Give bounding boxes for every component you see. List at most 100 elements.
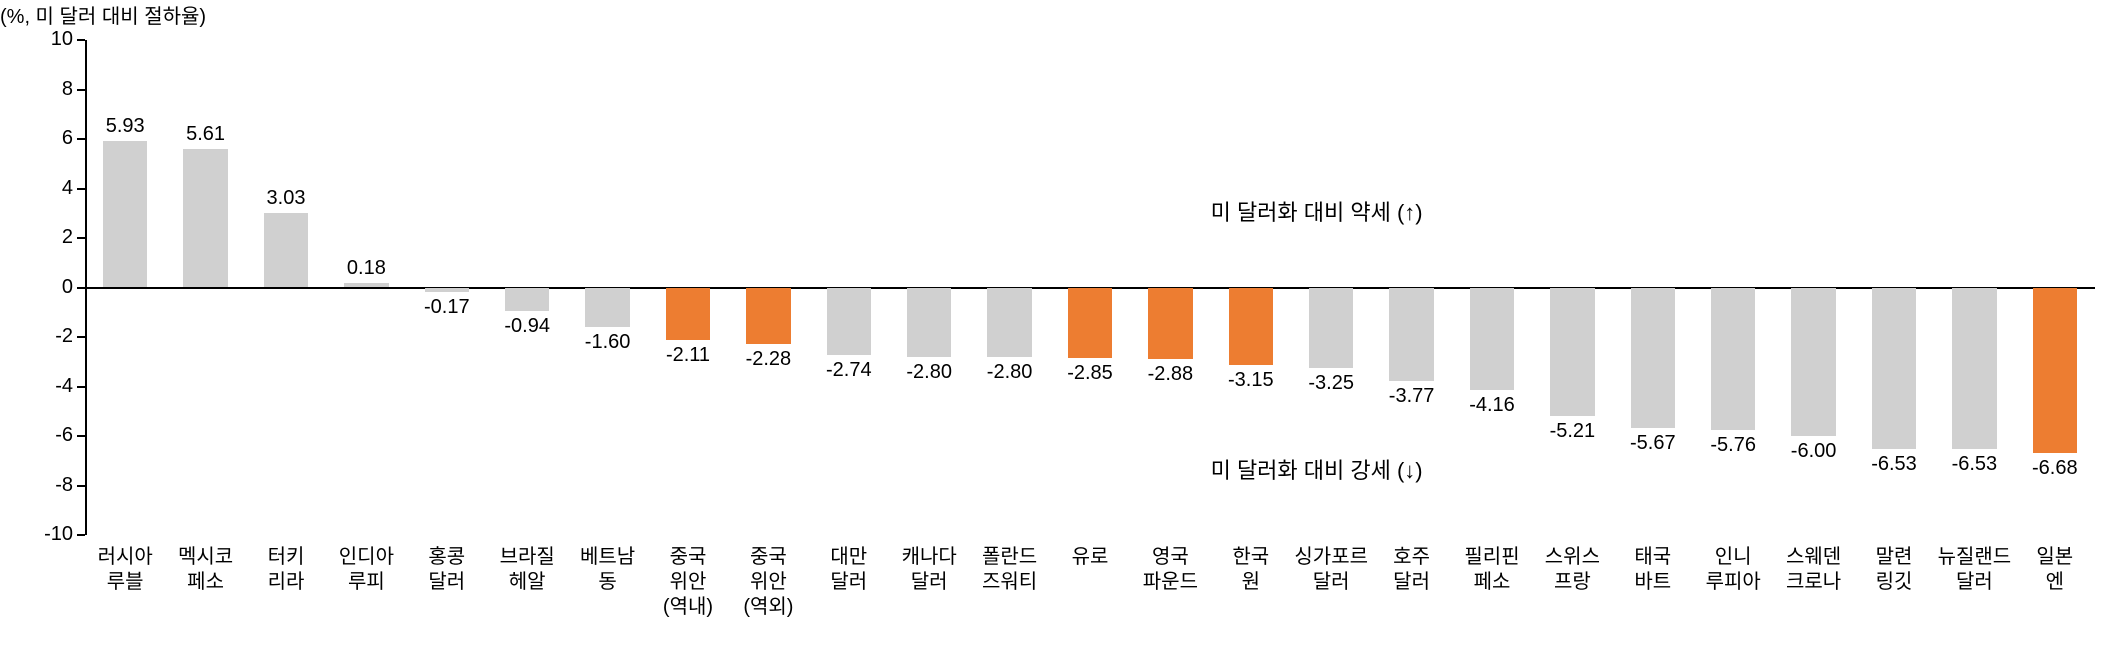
category-label: 뉴질랜드 달러 bbox=[1934, 545, 2014, 595]
bar-value-label: -2.85 bbox=[1050, 362, 1130, 385]
bar bbox=[264, 213, 308, 288]
y-tick bbox=[77, 287, 85, 289]
bar-value-label: -0.17 bbox=[407, 296, 487, 319]
category-label: 필리핀 페소 bbox=[1452, 545, 1532, 595]
bar bbox=[1631, 288, 1675, 428]
bar-value-label: -4.16 bbox=[1452, 394, 1532, 417]
category-label: 싱가포르 달러 bbox=[1291, 545, 1371, 595]
bar bbox=[1872, 288, 1916, 450]
y-tick bbox=[77, 386, 85, 388]
bar bbox=[666, 288, 710, 340]
bar-value-label: -6.53 bbox=[1934, 453, 2014, 476]
category-label: 중국 위안 (역내) bbox=[648, 545, 728, 620]
y-tick-label: -10 bbox=[44, 523, 73, 546]
category-label: 홍콩 달러 bbox=[407, 545, 487, 595]
category-label: 폴란드 즈워티 bbox=[969, 545, 1049, 595]
category-label: 인디아 루피 bbox=[326, 545, 406, 595]
bar-value-label: -2.28 bbox=[728, 348, 808, 371]
category-label: 영국 파운드 bbox=[1130, 545, 1210, 595]
bar-value-label: -6.53 bbox=[1854, 453, 1934, 476]
bar-value-label: -6.00 bbox=[1773, 440, 1853, 463]
bar-value-label: -3.15 bbox=[1211, 369, 1291, 392]
bar bbox=[2033, 288, 2077, 453]
bar-value-label: -2.11 bbox=[648, 344, 728, 367]
bar bbox=[1389, 288, 1433, 381]
y-tick-label: 8 bbox=[62, 78, 73, 101]
category-label: 일본 엔 bbox=[2015, 545, 2095, 595]
y-tick-label: -6 bbox=[55, 424, 73, 447]
bar-value-label: -1.60 bbox=[567, 331, 647, 354]
y-tick bbox=[77, 138, 85, 140]
bar-value-label: -0.94 bbox=[487, 315, 567, 338]
category-label: 태국 바트 bbox=[1613, 545, 1693, 595]
annotation-weak: 미 달러화 대비 약세 (↑) bbox=[1211, 195, 1423, 227]
bar bbox=[505, 288, 549, 311]
bar bbox=[183, 149, 227, 288]
bar bbox=[1470, 288, 1514, 391]
bar bbox=[907, 288, 951, 357]
bar bbox=[746, 288, 790, 344]
bar-value-label: -6.68 bbox=[2015, 457, 2095, 480]
bar-value-label: 5.61 bbox=[165, 123, 245, 146]
y-tick-label: 0 bbox=[62, 276, 73, 299]
bar bbox=[987, 288, 1031, 357]
bar bbox=[1229, 288, 1273, 366]
y-tick bbox=[77, 89, 85, 91]
category-label: 호주 달러 bbox=[1371, 545, 1451, 595]
y-tick-label: 6 bbox=[62, 127, 73, 150]
y-tick bbox=[77, 435, 85, 437]
category-label: 중국 위안 (역외) bbox=[728, 545, 808, 620]
bar-value-label: -2.74 bbox=[809, 359, 889, 382]
category-label: 대만 달러 bbox=[809, 545, 889, 595]
category-label: 베트남 동 bbox=[567, 545, 647, 595]
bar bbox=[1068, 288, 1112, 359]
y-tick bbox=[77, 485, 85, 487]
bar-value-label: -2.80 bbox=[889, 361, 969, 384]
bar bbox=[103, 141, 147, 288]
y-tick bbox=[77, 237, 85, 239]
bar-value-label: 0.18 bbox=[326, 257, 406, 280]
y-tick bbox=[77, 188, 85, 190]
y-tick bbox=[77, 39, 85, 41]
bar-value-label: -2.80 bbox=[969, 361, 1049, 384]
category-label: 브라질 헤알 bbox=[487, 545, 567, 595]
annotation-strong: 미 달러화 대비 강세 (↓) bbox=[1211, 453, 1423, 485]
bar bbox=[344, 283, 388, 287]
y-axis-title: (%, 미 달러 대비 절하율) bbox=[0, 0, 206, 29]
bar bbox=[1148, 288, 1192, 359]
y-tick bbox=[77, 336, 85, 338]
bar bbox=[1791, 288, 1835, 437]
category-label: 캐나다 달러 bbox=[889, 545, 969, 595]
category-label: 멕시코 페소 bbox=[165, 545, 245, 595]
bar bbox=[1550, 288, 1594, 417]
bar bbox=[585, 288, 629, 328]
bar bbox=[1952, 288, 1996, 450]
bar-value-label: -3.25 bbox=[1291, 372, 1371, 395]
y-tick-label: 2 bbox=[62, 226, 73, 249]
category-label: 스위스 프랑 bbox=[1532, 545, 1612, 595]
bar bbox=[827, 288, 871, 356]
category-label: 인니 루피아 bbox=[1693, 545, 1773, 595]
category-label: 유로 bbox=[1050, 545, 1130, 570]
y-tick-label: -4 bbox=[55, 375, 73, 398]
bar bbox=[1711, 288, 1755, 431]
category-label: 터키 리라 bbox=[246, 545, 326, 595]
y-tick-label: -8 bbox=[55, 474, 73, 497]
bar-value-label: -5.76 bbox=[1693, 434, 1773, 457]
y-tick-label: 4 bbox=[62, 177, 73, 200]
bar-value-label: -2.88 bbox=[1130, 363, 1210, 386]
bar bbox=[425, 288, 469, 292]
y-tick bbox=[77, 534, 85, 536]
category-label: 스웨덴 크로나 bbox=[1773, 545, 1853, 595]
bar-value-label: 5.93 bbox=[85, 115, 165, 138]
y-tick-label: 10 bbox=[51, 28, 73, 51]
bar-value-label: 3.03 bbox=[246, 187, 326, 210]
category-label: 말련 링깃 bbox=[1854, 545, 1934, 595]
category-label: 한국 원 bbox=[1211, 545, 1291, 595]
bar bbox=[1309, 288, 1353, 368]
bar-value-label: -3.77 bbox=[1371, 385, 1451, 408]
currency-depreciation-chart: (%, 미 달러 대비 절하율) -10 -8 -6 -4 -2 0 2 4 6 8 10 5.93 러시… bbox=[0, 0, 2109, 655]
bar-value-label: -5.21 bbox=[1532, 420, 1612, 443]
y-tick-label: -2 bbox=[55, 325, 73, 348]
category-label: 러시아 루블 bbox=[85, 545, 165, 595]
